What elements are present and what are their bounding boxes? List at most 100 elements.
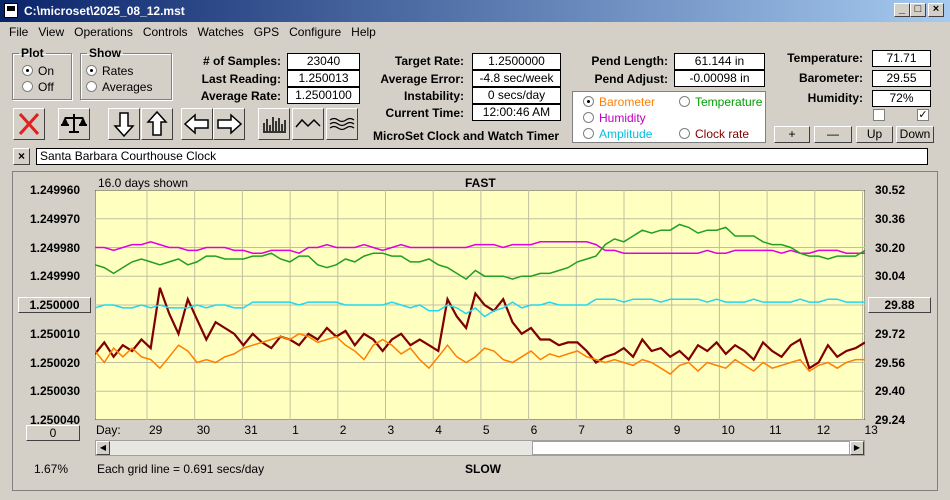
current-time-label: Current Time:: [385, 106, 464, 120]
slow-label: SLOW: [465, 462, 501, 476]
average-error-label: Average Error:: [380, 72, 464, 86]
arrow-down-icon: [113, 112, 135, 138]
temperature-label: Temperature:: [787, 51, 863, 65]
menu-controls[interactable]: Controls: [142, 25, 188, 39]
scroll-left-icon[interactable]: ◀: [96, 441, 110, 455]
app-title: MicroSet Clock and Watch Timer: [373, 129, 560, 143]
up-button[interactable]: Up: [856, 126, 893, 143]
title-bar: C:\microset\2025_08_12.mst _ □ ×: [0, 0, 950, 22]
show-rates-radio[interactable]: Rates: [86, 64, 133, 78]
target-rate-value: 1.2500000: [472, 53, 561, 70]
radio-off-icon: [679, 96, 690, 107]
last-reading-value: 1.250013: [287, 70, 360, 87]
sensor-humidity-label: Humidity: [599, 111, 646, 125]
y-left-tick-label: 1.249970: [30, 211, 81, 226]
menu-view[interactable]: View: [38, 25, 65, 39]
samples-label: # of Samples:: [202, 54, 281, 68]
clock-name-input[interactable]: Santa Barbara Courthouse Clock: [36, 148, 928, 165]
y-left-tick-label: 1.249990: [30, 269, 81, 284]
right-center-button[interactable]: 29.88: [868, 297, 931, 313]
pend-adjust-value: -0.00098 in: [674, 70, 765, 87]
x-tick-label: 4: [435, 423, 442, 437]
sensor-amplitude-label: Amplitude: [599, 127, 653, 141]
plot-area: [95, 190, 865, 420]
chart-panel: [12, 171, 938, 491]
wave-button[interactable]: [292, 108, 324, 140]
y-left-tick-label: 1.250030: [30, 384, 81, 399]
radio-off-icon: [583, 112, 594, 123]
sensor-clockrate-label: Clock rate: [695, 127, 750, 141]
x-tick-label: 2: [339, 423, 347, 437]
plot-group-title: Plot: [21, 46, 44, 60]
menu-gps[interactable]: GPS: [253, 25, 280, 39]
maximize-button[interactable]: □: [910, 3, 926, 17]
scroll-right-icon[interactable]: ▶: [850, 441, 864, 455]
sensor-clockrate-radio[interactable]: Clock rate: [679, 127, 749, 141]
option-checkbox-2[interactable]: ✓: [917, 109, 929, 121]
humidity-label: Humidity:: [807, 91, 863, 105]
sensor-barometer-label: Barometer: [599, 95, 656, 109]
close-button[interactable]: ×: [928, 3, 944, 17]
last-reading-label: Last Reading:: [201, 72, 281, 86]
menu-watches[interactable]: Watches: [197, 25, 244, 39]
bar-graph-icon: [263, 117, 286, 133]
left-center-button[interactable]: 1.250000: [18, 297, 91, 313]
scroll-down-button[interactable]: [108, 108, 140, 140]
scrollbar-thumb[interactable]: [532, 441, 850, 455]
menu-file[interactable]: File: [9, 25, 29, 39]
average-rate-value: 1.2500100: [287, 87, 360, 104]
sensor-temperature-radio[interactable]: Temperature: [679, 95, 762, 109]
down-button[interactable]: Down: [896, 126, 934, 143]
x-tick-label: 11: [769, 423, 782, 437]
option-checkbox-1[interactable]: [873, 109, 885, 121]
current-time-value: 12:00:46 AM: [472, 104, 561, 121]
balance-button[interactable]: [58, 108, 90, 140]
clear-clock-name-button[interactable]: ×: [13, 148, 30, 165]
scroll-up-button[interactable]: [141, 108, 173, 140]
series-line-2: [95, 241, 865, 255]
sensor-humidity-radio[interactable]: Humidity: [583, 111, 646, 125]
minus-button[interactable]: —: [814, 126, 852, 143]
average-rate-label: Average Rate:: [200, 89, 281, 103]
wave-icon: [295, 118, 321, 128]
sensor-select-box: Barometer Temperature Humidity Amplitude…: [572, 91, 766, 143]
minimize-button[interactable]: _: [894, 3, 910, 17]
bar-graph-button[interactable]: [258, 108, 290, 140]
chart-scrollbar[interactable]: ◀ ▶: [95, 440, 865, 456]
y-left-tick-label: 1.249960: [30, 183, 81, 197]
menu-configure[interactable]: Configure: [289, 25, 342, 39]
scroll-right-button[interactable]: [213, 108, 245, 140]
plot-on-radio[interactable]: On: [22, 64, 54, 78]
plot-off-label: Off: [38, 80, 54, 94]
grid-note-label: Each grid line = 0.691 secs/day: [97, 462, 265, 476]
instability-value: 0 secs/day: [472, 87, 561, 104]
x-tick-label: 13: [864, 423, 878, 437]
fast-label: FAST: [465, 176, 496, 190]
sensor-barometer-radio[interactable]: Barometer: [583, 95, 655, 109]
show-group: Show: [80, 46, 172, 100]
plot-off-radio[interactable]: Off: [22, 80, 54, 94]
show-group-title: Show: [89, 46, 121, 60]
show-averages-radio[interactable]: Averages: [86, 80, 152, 94]
x-tick-label: 31: [244, 423, 258, 437]
percent-label: 1.67%: [34, 462, 69, 476]
app-icon: [4, 3, 18, 18]
y-left-tick-label: 1.250040: [30, 413, 81, 427]
barometer-value: 29.55: [872, 70, 931, 87]
sensor-amplitude-radio[interactable]: Amplitude: [583, 127, 652, 141]
y-right-tick-label: 30.04: [875, 269, 906, 284]
plus-button[interactable]: +: [774, 126, 810, 143]
radio-off-icon: [22, 81, 33, 92]
scroll-left-button[interactable]: [181, 108, 213, 140]
menu-bar: File View Operations Controls Watches GPS Conf…: [0, 22, 950, 42]
y-left-tick-label: 1.249980: [30, 240, 81, 255]
clear-button[interactable]: [13, 108, 45, 140]
radio-on-icon: [86, 65, 97, 76]
multi-wave-button[interactable]: [326, 108, 358, 140]
checkmark-icon: ✓: [918, 109, 928, 121]
target-rate-label: Target Rate:: [394, 54, 464, 68]
menu-operations[interactable]: Operations: [74, 25, 133, 39]
temperature-value: 71.71: [872, 50, 931, 67]
menu-help[interactable]: Help: [351, 25, 376, 39]
scroll-position-button[interactable]: 0: [26, 425, 80, 441]
